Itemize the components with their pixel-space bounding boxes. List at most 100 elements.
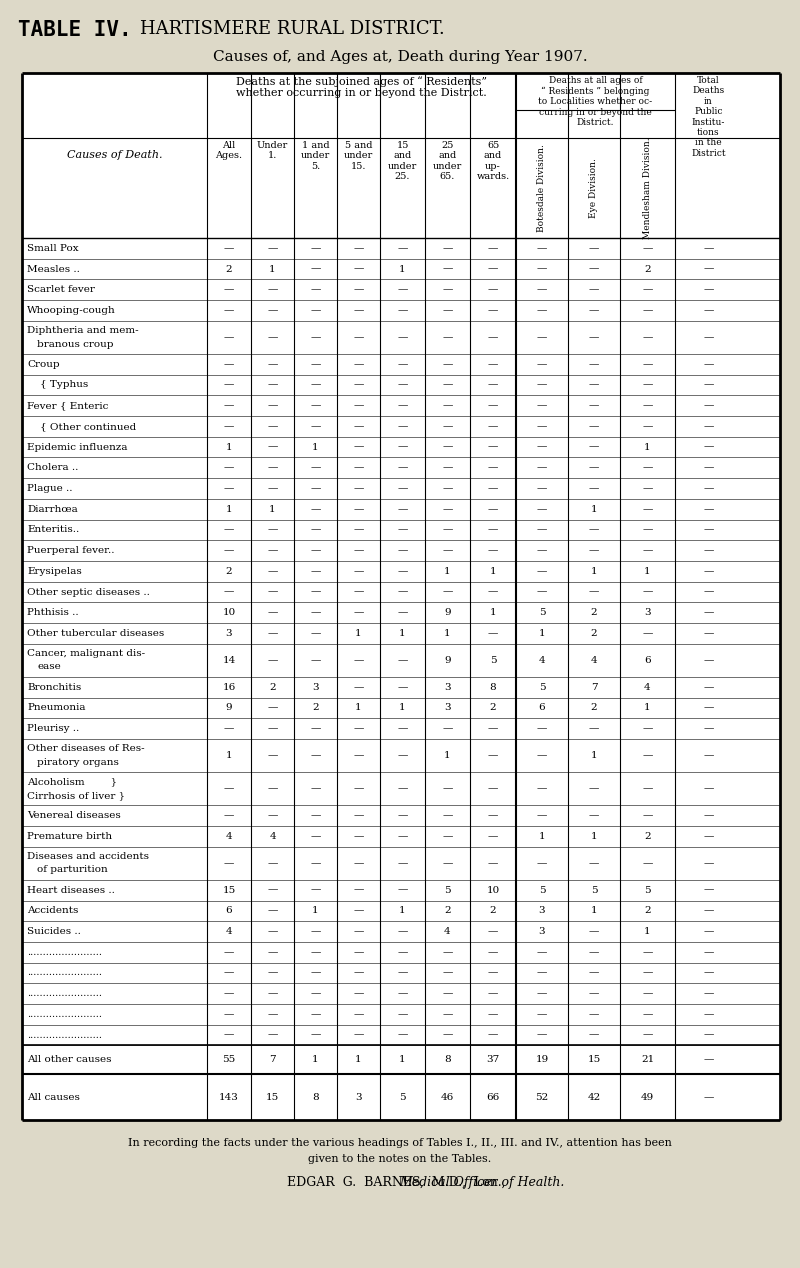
Text: —: — [488, 525, 498, 534]
Text: —: — [224, 812, 234, 820]
Text: 21: 21 [641, 1055, 654, 1064]
Text: —: — [398, 422, 408, 431]
Text: —: — [310, 609, 321, 618]
Text: —: — [537, 505, 547, 514]
Text: 15: 15 [222, 885, 236, 895]
Text: —: — [398, 947, 408, 957]
Text: —: — [398, 285, 408, 294]
Text: Cancer, malignant dis-: Cancer, malignant dis- [27, 649, 145, 658]
Text: —: — [589, 927, 599, 936]
Text: —: — [267, 243, 278, 252]
Text: —: — [703, 265, 714, 274]
Text: —: — [224, 380, 234, 389]
Text: ........................: ........................ [27, 1009, 102, 1019]
Text: —: — [310, 306, 321, 314]
Text: 1: 1 [444, 629, 451, 638]
Text: 10: 10 [486, 885, 500, 895]
Text: —: — [488, 380, 498, 389]
Text: —: — [267, 306, 278, 314]
Text: —: — [537, 306, 547, 314]
Text: —: — [354, 947, 364, 957]
Text: —: — [703, 1055, 714, 1064]
Text: —: — [589, 989, 599, 998]
Text: —: — [703, 812, 714, 820]
Text: Croup: Croup [27, 360, 60, 369]
Text: —: — [310, 832, 321, 841]
Text: EDGAR  G.  BARNES,  M.D.,  Lon.,: EDGAR G. BARNES, M.D., Lon., [286, 1175, 514, 1189]
Text: 1: 1 [269, 505, 276, 514]
Text: —: — [224, 547, 234, 555]
Text: —: — [267, 422, 278, 431]
Text: —: — [398, 989, 408, 998]
Text: —: — [224, 463, 234, 472]
Text: —: — [354, 927, 364, 936]
Text: —: — [442, 969, 453, 978]
Text: Cirrhosis of liver }: Cirrhosis of liver } [27, 791, 125, 800]
Text: 1: 1 [399, 1055, 406, 1064]
Text: —: — [537, 1031, 547, 1040]
Text: —: — [354, 832, 364, 841]
Text: 4: 4 [590, 656, 598, 664]
Text: —: — [354, 907, 364, 915]
Text: 3: 3 [644, 609, 651, 618]
Text: —: — [442, 989, 453, 998]
Text: Bronchitis: Bronchitis [27, 682, 82, 692]
Text: —: — [488, 832, 498, 841]
Text: —: — [703, 443, 714, 451]
Text: 5: 5 [538, 682, 546, 692]
Text: —: — [310, 751, 321, 760]
Text: —: — [589, 1031, 599, 1040]
Text: —: — [442, 587, 453, 596]
Text: 1: 1 [355, 1055, 362, 1064]
Text: —: — [442, 484, 453, 493]
Text: —: — [589, 969, 599, 978]
Text: —: — [354, 422, 364, 431]
Text: —: — [703, 784, 714, 794]
Text: 6: 6 [538, 704, 546, 713]
Text: —: — [488, 927, 498, 936]
Text: —: — [267, 907, 278, 915]
Text: —: — [703, 401, 714, 411]
Text: —: — [589, 547, 599, 555]
Text: 5 and
under
15.: 5 and under 15. [344, 141, 373, 171]
Text: —: — [537, 380, 547, 389]
Text: —: — [310, 927, 321, 936]
Text: —: — [354, 969, 364, 978]
Text: —: — [537, 969, 547, 978]
Text: —: — [703, 682, 714, 692]
Text: 1: 1 [399, 629, 406, 638]
Text: —: — [310, 484, 321, 493]
Text: —: — [642, 463, 653, 472]
Text: —: — [537, 525, 547, 534]
Text: 42: 42 [587, 1093, 601, 1102]
Text: —: — [642, 947, 653, 957]
Text: 1: 1 [355, 629, 362, 638]
Text: —: — [224, 1009, 234, 1019]
Text: —: — [267, 704, 278, 713]
Text: 5: 5 [444, 885, 451, 895]
Text: 3: 3 [444, 682, 451, 692]
Text: —: — [354, 858, 364, 867]
Text: —: — [267, 858, 278, 867]
Text: —: — [703, 947, 714, 957]
Text: —: — [442, 463, 453, 472]
Text: Diphtheria and mem-: Diphtheria and mem- [27, 326, 138, 335]
Text: —: — [488, 751, 498, 760]
Text: 5: 5 [538, 609, 546, 618]
Text: 2: 2 [644, 832, 651, 841]
Text: —: — [589, 285, 599, 294]
Text: 52: 52 [535, 1093, 549, 1102]
Text: 1: 1 [444, 751, 451, 760]
Text: —: — [224, 401, 234, 411]
Text: 3: 3 [538, 927, 546, 936]
Text: 6: 6 [644, 656, 651, 664]
Text: 1: 1 [644, 443, 651, 451]
Text: —: — [589, 306, 599, 314]
Text: —: — [267, 751, 278, 760]
Text: 15
and
under
25.: 15 and under 25. [388, 141, 417, 181]
Text: —: — [354, 656, 364, 664]
Text: —: — [267, 484, 278, 493]
Text: —: — [488, 360, 498, 369]
Text: Causes of Death.: Causes of Death. [66, 151, 162, 161]
Text: —: — [589, 243, 599, 252]
